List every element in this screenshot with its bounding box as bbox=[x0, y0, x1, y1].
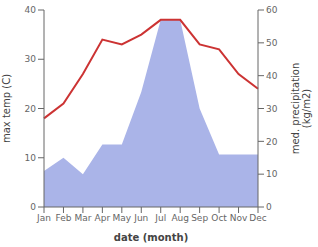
svg-text:30: 30 bbox=[25, 54, 37, 64]
svg-text:40: 40 bbox=[266, 71, 278, 81]
svg-text:20: 20 bbox=[25, 104, 37, 114]
svg-text:0: 0 bbox=[30, 202, 36, 212]
svg-text:20: 20 bbox=[266, 137, 278, 147]
svg-text:Aug: Aug bbox=[171, 213, 189, 223]
svg-text:Mar: Mar bbox=[74, 213, 91, 223]
svg-text:0: 0 bbox=[266, 202, 272, 212]
svg-text:date (month): date (month) bbox=[114, 232, 188, 243]
svg-text:Jul: Jul bbox=[154, 213, 166, 223]
svg-text:30: 30 bbox=[266, 104, 278, 114]
svg-text:10: 10 bbox=[266, 169, 278, 179]
svg-text:Nov: Nov bbox=[230, 213, 248, 223]
svg-text:40: 40 bbox=[25, 5, 37, 15]
svg-text:med. precipitation(kg/m2): med. precipitation(kg/m2) bbox=[290, 63, 310, 155]
svg-text:May: May bbox=[113, 213, 132, 223]
svg-text:50: 50 bbox=[266, 38, 278, 48]
svg-text:Jan: Jan bbox=[36, 213, 51, 223]
svg-text:max temp (C): max temp (C) bbox=[8, 74, 12, 143]
svg-text:Sep: Sep bbox=[191, 213, 208, 223]
svg-text:Oct: Oct bbox=[211, 213, 227, 223]
svg-text:60: 60 bbox=[266, 5, 278, 15]
svg-text:Feb: Feb bbox=[55, 213, 71, 223]
svg-text:Dec: Dec bbox=[249, 213, 266, 223]
svg-text:Jun: Jun bbox=[133, 213, 148, 223]
svg-text:10: 10 bbox=[25, 153, 37, 163]
svg-text:Apr: Apr bbox=[95, 213, 111, 223]
